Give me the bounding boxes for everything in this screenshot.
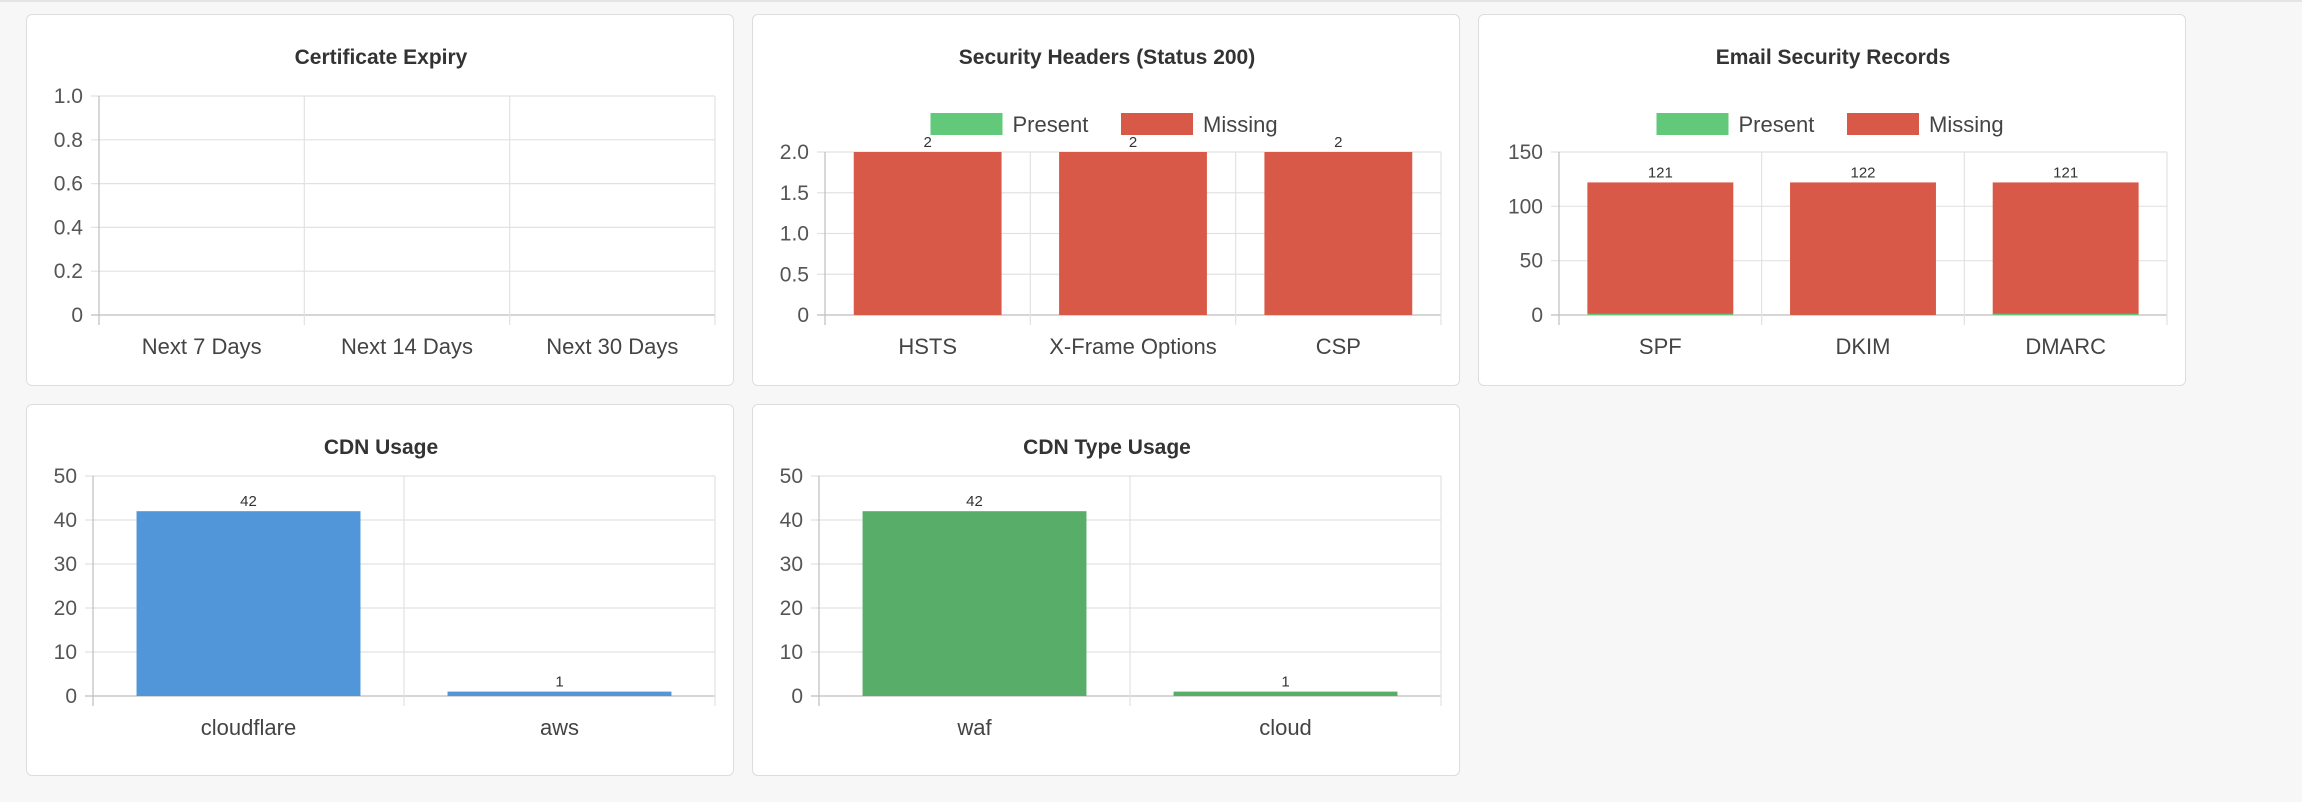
chart-title: CDN Type Usage bbox=[1023, 436, 1191, 459]
bar-missing-csp bbox=[1264, 152, 1413, 315]
y-tick-label: 0.4 bbox=[54, 216, 84, 239]
data-label: 42 bbox=[240, 493, 257, 510]
certificate-expiry-card: Certificate Expiry 0 0.2 0.4 0.6 0.8 1.0 Next 7… bbox=[26, 14, 734, 386]
legend-swatch-missing bbox=[1121, 113, 1193, 135]
y-tick-label: 0.2 bbox=[54, 260, 83, 283]
bar-value-waf bbox=[862, 511, 1087, 696]
bar-missing-hsts bbox=[853, 152, 1002, 315]
y-tick-label: 10 bbox=[54, 641, 77, 664]
x-tick-label: waf bbox=[956, 715, 992, 740]
y-tick-label: 1.5 bbox=[780, 182, 809, 205]
top-border bbox=[0, 0, 2302, 2]
y-tick-label: 1.0 bbox=[54, 85, 83, 108]
email-security-card: Email Security Records Present Missing 0 50 1… bbox=[1478, 14, 2186, 386]
y-tick-label: 0 bbox=[797, 304, 809, 327]
email-security-chart: Email Security Records Present Missing 0 50 1… bbox=[1508, 46, 2168, 359]
data-label: 2 bbox=[1129, 134, 1137, 151]
y-tick-label: 40 bbox=[54, 509, 77, 532]
y-tick-label: 1.0 bbox=[780, 223, 809, 246]
bar-missing-dkim bbox=[1790, 182, 1936, 315]
bar-present-dmarc bbox=[1992, 313, 2139, 315]
data-label: 42 bbox=[966, 493, 983, 510]
bar-missing-dmarc bbox=[1992, 182, 2139, 314]
x-tick-label: aws bbox=[540, 715, 579, 740]
y-tick-label: 10 bbox=[780, 641, 803, 664]
y-tick-label: 20 bbox=[54, 597, 77, 620]
legend-label-missing: Missing bbox=[1203, 112, 1278, 137]
chart-title: Email Security Records bbox=[1716, 46, 1951, 69]
data-label: 2 bbox=[923, 134, 931, 151]
legend-label-present: Present bbox=[1739, 112, 1815, 137]
cdn-type-usage-card: CDN Type Usage 0 10 20 30 40 50 42 waf 1 cloud bbox=[752, 404, 1460, 776]
security-headers-chart: Security Headers (Status 200) Present Miss… bbox=[780, 46, 1442, 359]
bar-value-aws bbox=[447, 691, 672, 696]
legend-label-present: Present bbox=[1013, 112, 1089, 137]
bar-value-cloudflare bbox=[136, 511, 361, 696]
y-tick-label: 50 bbox=[1520, 250, 1543, 273]
cdn-type-usage-chart: CDN Type Usage 0 10 20 30 40 50 42 waf 1 cloud bbox=[780, 436, 1442, 740]
x-tick-label: SPF bbox=[1639, 334, 1682, 359]
data-label: 121 bbox=[1648, 164, 1673, 181]
certificate-expiry-chart: Certificate Expiry 0 0.2 0.4 0.6 0.8 1.0 Next 7… bbox=[54, 46, 716, 359]
x-tick-label: cloud bbox=[1259, 715, 1312, 740]
y-tick-label: 30 bbox=[780, 553, 803, 576]
y-tick-label: 150 bbox=[1508, 141, 1543, 164]
legend-swatch-present bbox=[930, 113, 1003, 135]
data-label: 1 bbox=[555, 674, 563, 691]
y-tick-label: 0.6 bbox=[54, 173, 83, 196]
x-tick-label: HSTS bbox=[898, 334, 957, 359]
y-tick-label: 50 bbox=[54, 465, 77, 488]
x-tick-label: DKIM bbox=[1836, 334, 1891, 359]
data-label: 122 bbox=[1850, 164, 1875, 181]
bar-present-spf bbox=[1587, 313, 1734, 315]
y-tick-label: 0.5 bbox=[780, 263, 809, 286]
bar-value-cloud bbox=[1173, 691, 1398, 696]
bar-missing-spf bbox=[1587, 182, 1734, 314]
x-tick-label: Next 14 Days bbox=[341, 334, 473, 359]
y-tick-label: 0 bbox=[71, 304, 83, 327]
chart-title: Certificate Expiry bbox=[295, 46, 468, 69]
y-tick-label: 0.8 bbox=[54, 129, 83, 152]
bar-missing-x-frame-options bbox=[1059, 152, 1207, 315]
cdn-usage-chart: CDN Usage 0 10 20 30 40 50 42 cloudflare 1 aws bbox=[54, 436, 716, 740]
y-tick-label: 100 bbox=[1508, 195, 1543, 218]
legend-swatch-present bbox=[1656, 113, 1729, 135]
y-tick-label: 0 bbox=[65, 685, 77, 708]
y-tick-label: 40 bbox=[780, 509, 803, 532]
y-tick-label: 0 bbox=[1531, 304, 1543, 327]
x-tick-label: Next 7 Days bbox=[142, 334, 262, 359]
y-tick-label: 0 bbox=[791, 685, 803, 708]
chart-title: Security Headers (Status 200) bbox=[959, 46, 1255, 69]
cdn-usage-card: CDN Usage 0 10 20 30 40 50 42 cloudflare 1 aws bbox=[26, 404, 734, 776]
y-tick-label: 30 bbox=[54, 553, 77, 576]
data-label: 121 bbox=[2053, 164, 2078, 181]
y-tick-label: 50 bbox=[780, 465, 803, 488]
x-tick-label: X-Frame Options bbox=[1049, 334, 1217, 359]
x-tick-label: CSP bbox=[1316, 334, 1361, 359]
legend-label-missing: Missing bbox=[1929, 112, 2004, 137]
x-tick-label: cloudflare bbox=[201, 715, 296, 740]
y-tick-label: 20 bbox=[780, 597, 803, 620]
legend-swatch-missing bbox=[1847, 113, 1919, 135]
x-tick-label: DMARC bbox=[2025, 334, 2106, 359]
chart-title: CDN Usage bbox=[324, 436, 438, 459]
data-label: 1 bbox=[1281, 674, 1289, 691]
y-tick-label: 2.0 bbox=[780, 141, 809, 164]
data-label: 2 bbox=[1334, 134, 1342, 151]
security-headers-card: Security Headers (Status 200) Present Miss… bbox=[752, 14, 1460, 386]
x-tick-label: Next 30 Days bbox=[546, 334, 678, 359]
